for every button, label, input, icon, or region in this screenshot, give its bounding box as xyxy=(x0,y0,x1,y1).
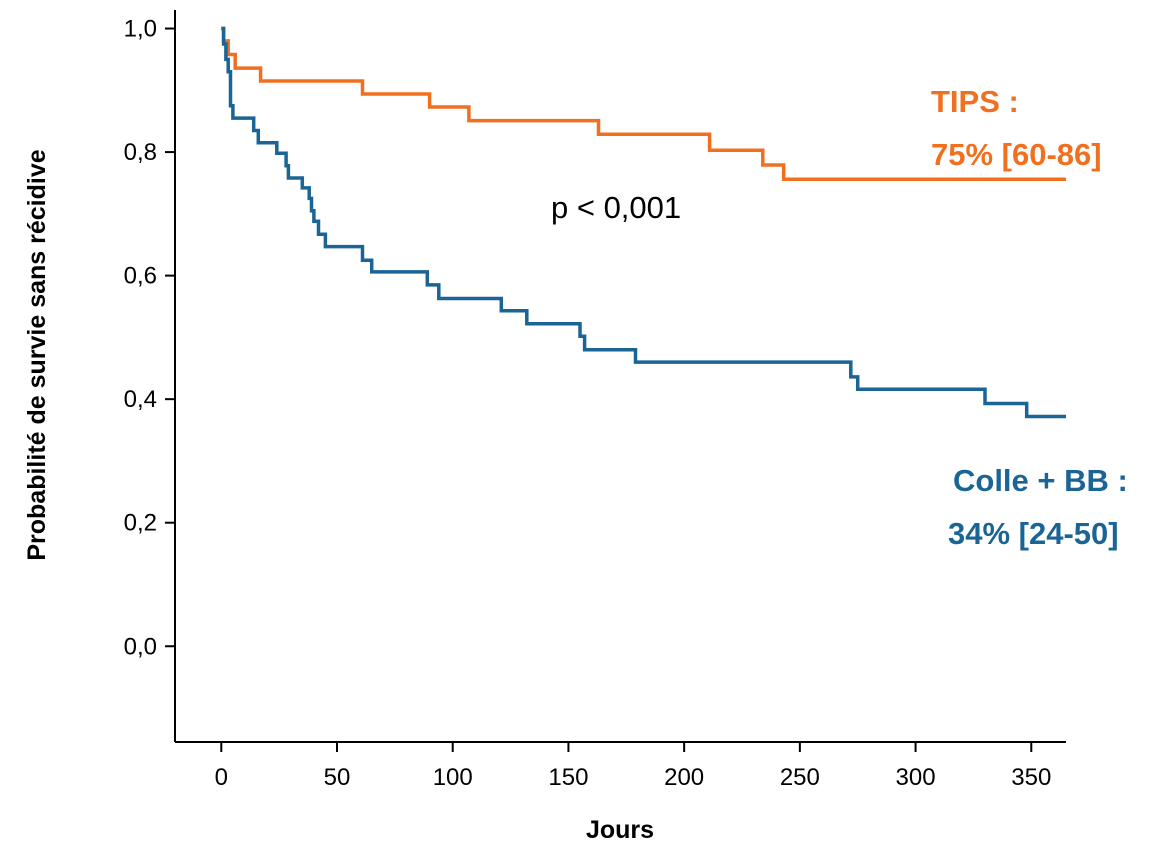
x-axis-title: Jours xyxy=(586,816,654,842)
x-tick-label: 150 xyxy=(548,764,588,791)
series-line-tips xyxy=(221,26,1066,182)
y-axis-title: Probabilité de survie sans récidive xyxy=(23,149,51,560)
x-tick-label: 350 xyxy=(1011,764,1051,791)
series-line-colle-bb xyxy=(221,26,1066,419)
series-group xyxy=(221,26,1066,419)
x-tick-label: 100 xyxy=(433,764,473,791)
y-tick-label: 1,0 xyxy=(124,16,157,43)
y-tick-label: 0,6 xyxy=(124,263,157,290)
y-tick-label: 0,4 xyxy=(124,386,157,413)
p-value-label: p < 0,001 xyxy=(551,190,681,225)
x-tick-label: 0 xyxy=(215,764,228,791)
series-label-tips-line1: TIPS : xyxy=(931,84,1019,119)
y-tick-label: 0,2 xyxy=(124,510,157,537)
x-tick-label: 250 xyxy=(780,764,820,791)
series-label-colle-line1: Colle + BB : xyxy=(953,463,1128,498)
series-label-colle-line2: 34% [24-50] xyxy=(948,516,1119,551)
x-axis-ticks: 0 50 100 150 200 250 300 350 xyxy=(215,742,1051,791)
x-tick-label: 50 xyxy=(324,764,351,791)
y-tick-label: 0,0 xyxy=(124,633,157,660)
series-label-tips-line2: 75% [60-86] xyxy=(931,137,1102,172)
x-tick-label: 200 xyxy=(664,764,704,791)
y-axis-ticks: 0,0 0,2 0,4 0,6 0,8 1,0 xyxy=(124,16,175,660)
y-tick-label: 0,8 xyxy=(124,139,157,166)
x-tick-label: 300 xyxy=(896,764,936,791)
